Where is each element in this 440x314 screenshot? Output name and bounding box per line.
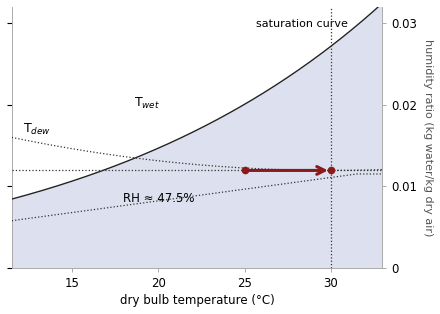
Text: T$_{wet}$: T$_{wet}$: [134, 96, 160, 111]
X-axis label: dry bulb temperature (°C): dry bulb temperature (°C): [120, 294, 275, 307]
Text: RH ≈ 47.5%: RH ≈ 47.5%: [123, 192, 194, 205]
Y-axis label: humidity ratio (kg water/kg dry air): humidity ratio (kg water/kg dry air): [423, 39, 433, 236]
Text: saturation curve: saturation curve: [257, 19, 348, 29]
Text: T$_{dew}$: T$_{dew}$: [23, 122, 51, 137]
